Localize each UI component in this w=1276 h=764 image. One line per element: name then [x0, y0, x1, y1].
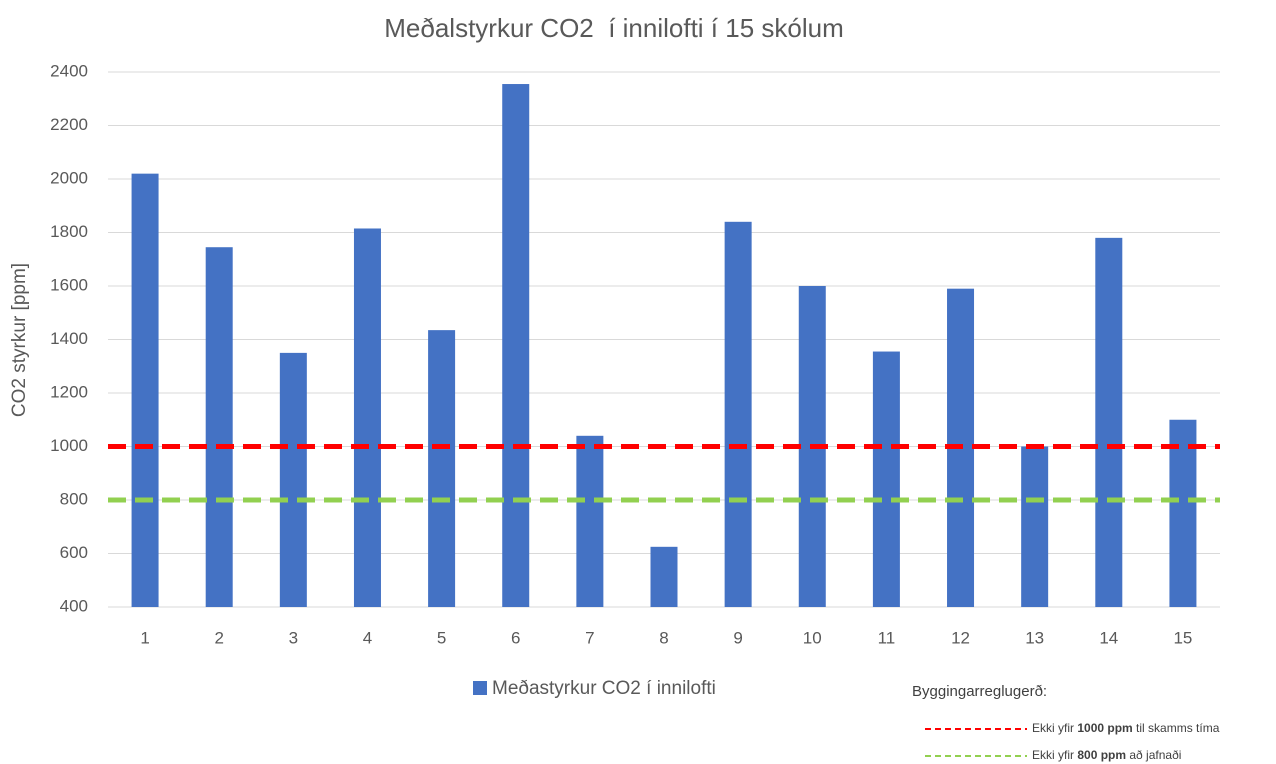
bar [872, 351, 900, 607]
legend-swatch [473, 681, 487, 695]
x-tick-label: 5 [437, 628, 446, 647]
bar [131, 173, 159, 607]
y-tick-label: 2000 [50, 168, 88, 187]
x-tick-label: 11 [878, 628, 896, 647]
y-tick-label: 2200 [50, 115, 88, 134]
x-tick-label: 2 [214, 628, 223, 647]
bar [1095, 237, 1123, 607]
bar [428, 330, 456, 607]
x-tick-label: 15 [1173, 628, 1192, 647]
legend-label: Meðastyrkur CO2 í innilofti [492, 678, 716, 699]
x-tick-label: 1 [140, 628, 149, 647]
bar [576, 435, 604, 607]
chart-title: Meðalstyrkur CO2 í innilofti í 15 skólum [384, 13, 844, 43]
y-tick-label: 400 [60, 596, 88, 615]
reference-legend-label: Ekki yfir 800 ppm að jafnaði [1032, 748, 1181, 762]
y-tick-label: 800 [60, 489, 88, 508]
bar [353, 228, 381, 608]
label-part: til skamms tíma [1133, 721, 1220, 735]
bar [205, 247, 233, 607]
x-tick-label: 10 [803, 628, 822, 647]
x-tick-label: 4 [363, 628, 372, 647]
bar [650, 546, 678, 607]
x-tick-label: 13 [1025, 628, 1044, 647]
bar [279, 352, 307, 607]
x-tick-label: 8 [659, 628, 668, 647]
label-part: Ekki yfir [1032, 748, 1077, 762]
bar [1169, 419, 1197, 607]
y-tick-label: 1600 [50, 275, 88, 294]
y-tick-label: 2400 [50, 61, 88, 80]
label-part: 1000 ppm [1077, 721, 1132, 735]
y-tick-label: 600 [60, 543, 88, 562]
bar [502, 84, 530, 608]
y-tick-label: 1800 [50, 222, 88, 241]
x-tick-label: 12 [951, 628, 970, 647]
y-tick-label: 1200 [50, 382, 88, 401]
x-tick-label: 6 [511, 628, 520, 647]
label-part: 800 ppm [1077, 748, 1126, 762]
label-part: að jafnaði [1126, 748, 1181, 762]
x-tick-label: 9 [733, 628, 742, 647]
reference-title: Byggingarreglugerð: [912, 683, 1047, 700]
x-tick-label: 7 [585, 628, 594, 647]
bar [724, 221, 752, 608]
y-axis-label: CO2 styrkur [ppm] [9, 263, 30, 417]
x-tick-label: 3 [289, 628, 298, 647]
reference-legend-label: Ekki yfir 1000 ppm til skamms tíma [1032, 721, 1220, 735]
x-tick-label: 14 [1099, 628, 1118, 647]
label-part: Ekki yfir [1032, 721, 1077, 735]
y-tick-label: 1400 [50, 329, 88, 348]
bar [1021, 446, 1049, 607]
y-tick-label: 1000 [50, 436, 88, 455]
